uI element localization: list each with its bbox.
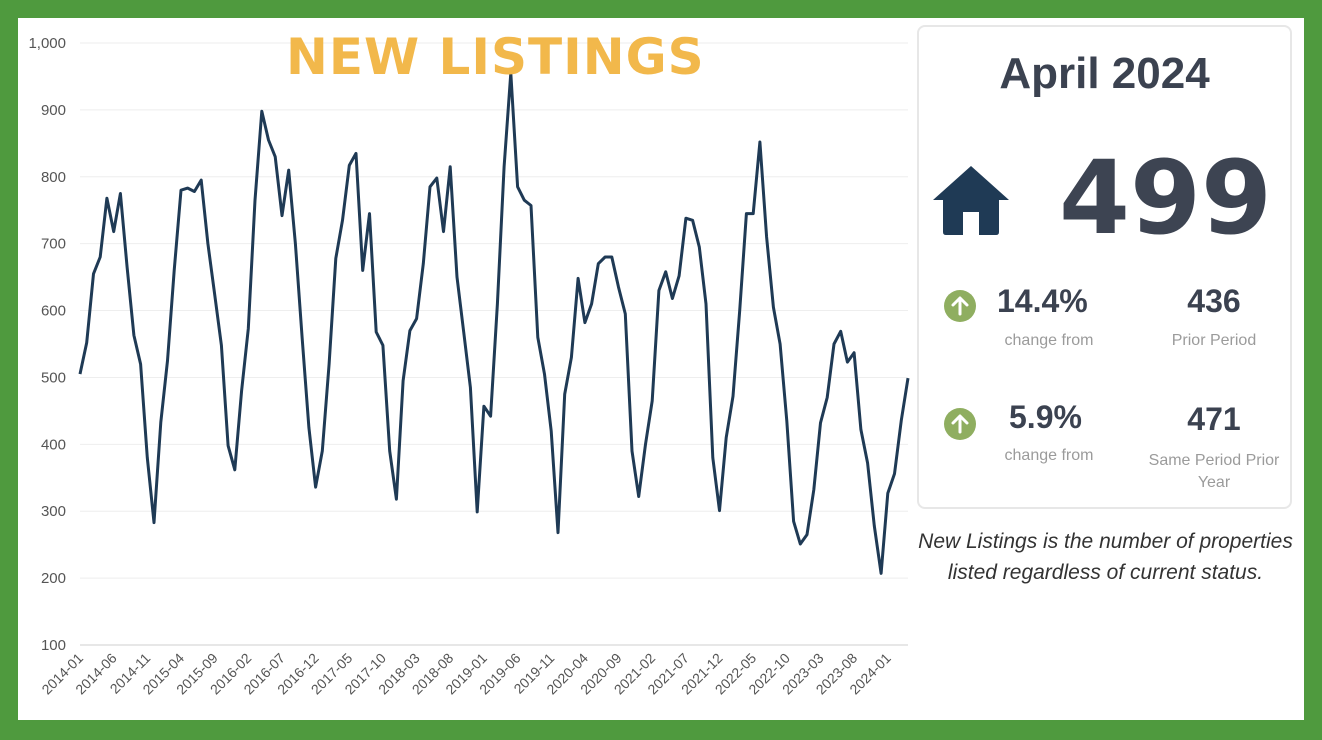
x-axis-ticks: 2014-012014-062014-112015-042015-092016-…: [38, 650, 894, 698]
prior-year-value: 471: [1187, 401, 1241, 437]
line-chart: 100 200 300 400 500 600 700 800 900 1,000 2014-01…: [28, 35, 910, 698]
y-tick-label: 300: [41, 503, 66, 520]
listings-value: 499: [1059, 139, 1272, 258]
arrow-up-circle-icon: [944, 408, 976, 440]
y-tick-label: 200: [41, 570, 66, 587]
prior-period-value: 436: [1187, 283, 1241, 319]
definition-text: New Listings is the number of properties…: [918, 530, 1293, 584]
summary-panel: April 2024 499 14.4% change from 436 Pri…: [917, 25, 1292, 509]
change-label-prior-year: change from: [1004, 447, 1094, 464]
y-tick-label: 500: [41, 369, 66, 386]
prior-period-label: Prior Period: [1171, 332, 1257, 349]
y-tick-label: 800: [41, 169, 66, 186]
change-label-prior-period: change from: [1004, 332, 1094, 349]
change-pct-prior-period: 14.4%: [997, 283, 1088, 319]
y-tick-label: 900: [41, 102, 66, 119]
change-pct-prior-year: 5.9%: [1009, 399, 1082, 435]
y-tick-label: 1,000: [28, 35, 66, 52]
canvas: 100 200 300 400 500 600 700 800 900 1,000 2014-01…: [18, 18, 1304, 720]
y-tick-label: 100: [41, 637, 66, 654]
y-tick-label: 400: [41, 436, 66, 453]
period-label: April 2024: [999, 49, 1210, 98]
chart-title: NEW LISTINGS: [286, 28, 705, 86]
house-icon: [933, 166, 1009, 235]
series-line: [78, 71, 910, 575]
y-tick-label: 600: [41, 303, 66, 320]
prior-year-label: Same Period Prior Year: [1148, 452, 1280, 491]
arrow-up-circle-icon: [944, 290, 976, 322]
y-tick-label: 700: [41, 236, 66, 253]
y-axis-ticks: 100 200 300 400 500 600 700 800 900 1,000: [28, 35, 66, 654]
